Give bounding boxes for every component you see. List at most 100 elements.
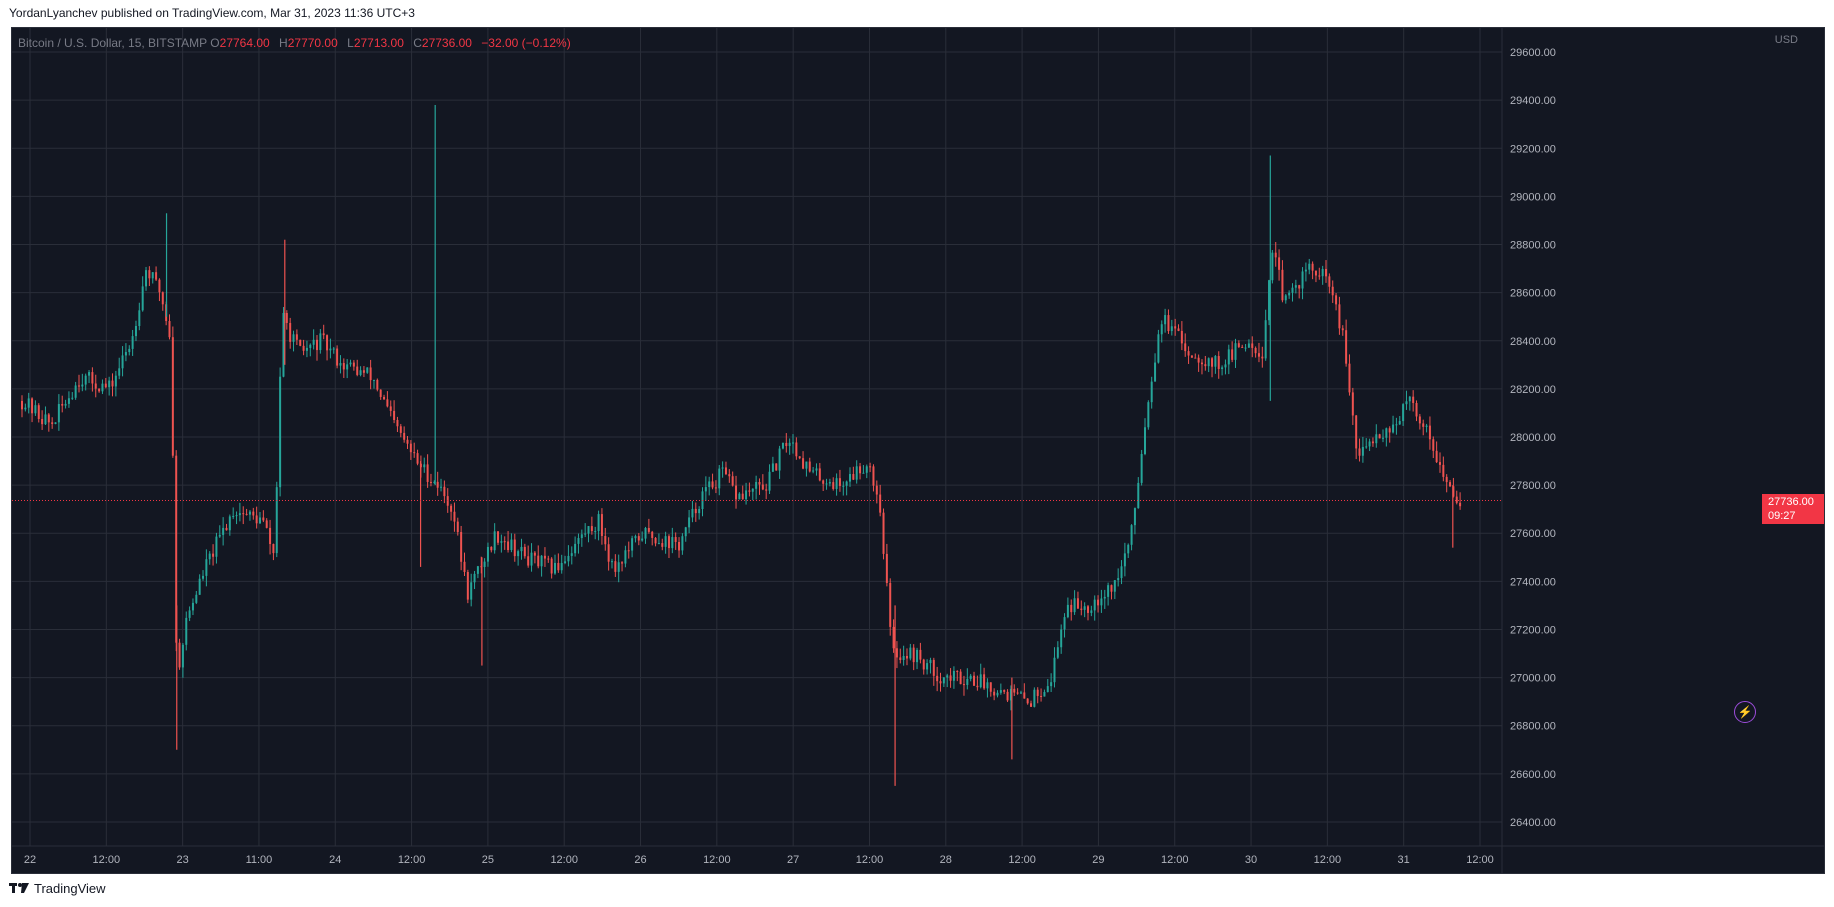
candle-body <box>973 675 976 686</box>
x-tick-label: 27 <box>787 854 799 866</box>
candle-body <box>406 439 409 444</box>
candle-body <box>1244 347 1247 349</box>
candle-body <box>909 647 912 659</box>
candle-body <box>587 526 590 534</box>
candle-body <box>1066 604 1069 618</box>
candle-body <box>269 527 272 545</box>
candle-body <box>493 531 496 551</box>
candle-body <box>486 546 489 562</box>
candle-body <box>1281 269 1284 301</box>
candle-body <box>523 546 526 557</box>
candle-body <box>1418 416 1421 424</box>
y-tick-label: 26400.00 <box>1510 817 1556 829</box>
candle-body <box>175 455 178 643</box>
candle-body <box>775 463 778 471</box>
candle-body <box>1040 695 1043 697</box>
candle-body <box>24 407 27 410</box>
candle-body <box>1056 647 1059 658</box>
candle-body <box>621 562 624 564</box>
candle-body <box>761 484 764 490</box>
candle-body <box>614 561 617 572</box>
candle-body <box>507 541 510 551</box>
candle-body <box>1180 330 1183 344</box>
candle-body <box>1147 402 1150 428</box>
candle-body <box>822 480 825 484</box>
candle-body <box>37 405 40 419</box>
candle-body <box>564 561 567 564</box>
candle-body <box>550 558 553 574</box>
candle-body <box>1046 686 1049 692</box>
candle-body <box>1355 415 1358 449</box>
currency-label: USD <box>1774 34 1798 46</box>
candle-body <box>976 685 979 688</box>
candle-body <box>845 481 848 486</box>
x-tick-label: 12:00 <box>93 854 121 866</box>
candle-body <box>1308 263 1311 270</box>
open-key: O <box>210 36 220 50</box>
candlestick-chart[interactable]: 26400.00 26600.00 26800.00 27000.00 27200.00… <box>12 28 1824 873</box>
high-value: 27770.00 <box>287 36 338 50</box>
candle-body <box>637 536 640 541</box>
candle-body <box>1060 629 1063 648</box>
candle-body <box>1087 606 1090 613</box>
candle-body <box>332 348 335 350</box>
candle-body <box>403 432 406 440</box>
chart-panel[interactable]: 26400.00 26600.00 26800.00 27000.00 27200.00… <box>11 27 1825 874</box>
candle-body <box>1257 353 1260 357</box>
candle-body <box>1100 598 1103 606</box>
candle-body <box>610 561 613 563</box>
candle-body <box>835 478 838 489</box>
candle-body <box>1204 364 1207 367</box>
candle-body <box>956 670 959 672</box>
candle-body <box>748 490 751 492</box>
candle-body <box>654 537 657 544</box>
candle-body <box>989 682 992 692</box>
candle-body <box>161 292 164 305</box>
candle-body <box>114 375 117 387</box>
candle-body <box>580 534 583 539</box>
candle-body <box>862 472 865 474</box>
candle-body <box>1351 392 1354 416</box>
candle-body <box>352 362 355 367</box>
candle-body <box>627 550 630 552</box>
candle-body <box>1381 437 1384 439</box>
candle-body <box>1157 334 1160 363</box>
lightning-bolt-icon[interactable]: ⚡ <box>1734 701 1756 723</box>
y-tick-label: 28800.00 <box>1510 240 1556 252</box>
candle-body <box>641 538 644 541</box>
candle-body <box>312 339 315 345</box>
candle-body <box>1234 343 1237 360</box>
candle-body <box>1247 343 1250 348</box>
candle-body <box>664 536 667 547</box>
candle-body <box>1358 448 1361 456</box>
candle-body <box>979 674 982 688</box>
candle-body <box>1408 396 1411 402</box>
candle-body <box>285 313 288 323</box>
candle-body <box>205 559 208 576</box>
symbol-legend: Bitcoin / U.S. Dollar, 15, BITSTAMP O277… <box>18 36 571 50</box>
candle-body <box>590 526 593 532</box>
candle-body <box>671 537 674 549</box>
candle-body <box>1167 315 1170 332</box>
candle-body <box>1227 349 1230 365</box>
candle-body <box>818 468 821 481</box>
x-tick-label: 30 <box>1245 854 1257 866</box>
candle-body <box>1459 502 1462 507</box>
candle-body <box>188 610 191 618</box>
candle-body <box>275 487 278 554</box>
x-tick-label: 12:00 <box>1314 854 1342 866</box>
candle-body <box>64 403 67 406</box>
candle-body <box>875 485 878 495</box>
candle-body <box>346 364 349 370</box>
candle-body <box>490 546 493 551</box>
candle-body <box>604 535 607 545</box>
candle-body <box>450 505 453 512</box>
candle-body <box>124 352 127 356</box>
candle-body <box>429 481 432 483</box>
candle-body <box>1073 598 1076 613</box>
candle-body <box>1398 421 1401 425</box>
candle-body <box>1415 402 1418 417</box>
candle-body <box>1197 357 1200 363</box>
brand-name: TradingView <box>34 881 106 896</box>
candle-body <box>74 385 77 398</box>
